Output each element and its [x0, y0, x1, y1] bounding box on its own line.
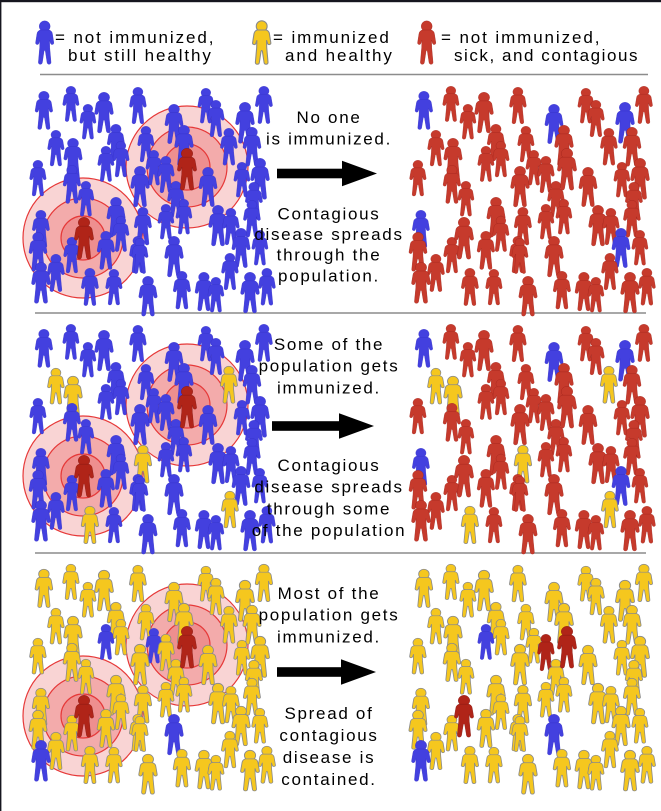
- svg-text:but still healthy: but still healthy: [68, 46, 213, 65]
- svg-text:contained.: contained.: [281, 770, 376, 789]
- svg-text:Contagious: Contagious: [277, 205, 380, 224]
- svg-text:and healthy: and healthy: [285, 46, 394, 65]
- svg-text:immunized.: immunized.: [277, 378, 381, 397]
- svg-text:disease is: disease is: [283, 748, 376, 767]
- svg-text:Spread of: Spread of: [284, 704, 373, 723]
- svg-text:population gets: population gets: [259, 606, 400, 625]
- svg-text:through some: through some: [267, 499, 391, 518]
- svg-text:Most of the: Most of the: [278, 584, 381, 603]
- svg-text:sick, and contagious: sick, and contagious: [454, 46, 639, 65]
- svg-text:Contagious: Contagious: [277, 456, 380, 475]
- svg-text:of the population: of the population: [252, 521, 407, 540]
- svg-text:population gets: population gets: [259, 357, 400, 376]
- svg-text:immunized.: immunized.: [277, 627, 381, 646]
- svg-text:is immunized.: is immunized.: [266, 130, 392, 149]
- svg-text:= not immunized,: = not immunized,: [55, 28, 215, 47]
- svg-text:contagious: contagious: [279, 726, 378, 745]
- svg-text:= immunized: = immunized: [273, 28, 391, 47]
- svg-text:Some of the: Some of the: [274, 335, 384, 354]
- svg-text:population.: population.: [278, 266, 380, 285]
- svg-text:disease spreads: disease spreads: [254, 225, 403, 244]
- svg-text:through the: through the: [277, 246, 382, 265]
- svg-text:No one: No one: [296, 108, 361, 127]
- svg-text:disease spreads: disease spreads: [254, 478, 403, 497]
- svg-text:= not immunized,: = not immunized,: [441, 28, 601, 47]
